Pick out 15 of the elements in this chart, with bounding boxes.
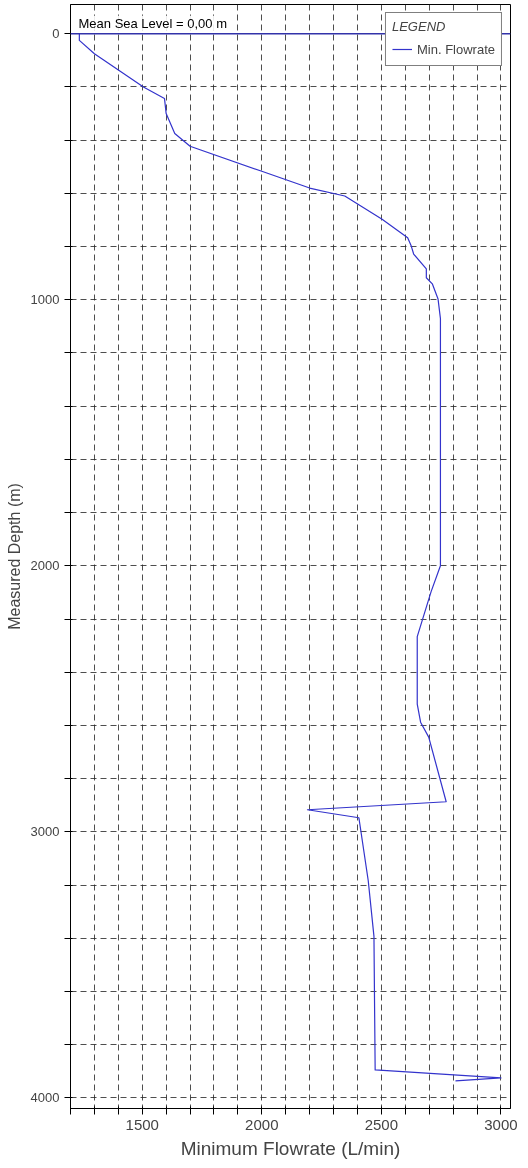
x-tick-label: 2500 (364, 1115, 399, 1133)
y-tick-label: 1000 (30, 292, 60, 308)
y-tick-label: 3000 (30, 824, 60, 840)
ref-line-label: Mean Sea Level = 0,00 m (78, 15, 228, 31)
legend-title: LEGEND (391, 19, 447, 34)
x-axis-title: Minimum Flowrate (L/min) (180, 1137, 401, 1159)
x-tick-label: 2000 (245, 1115, 279, 1133)
y-tick-label: 0 (52, 26, 60, 42)
x-tick-label: 1500 (125, 1115, 159, 1133)
y-tick-label: 2000 (30, 558, 60, 574)
x-tick-label: 3000 (484, 1115, 518, 1133)
line-series (78, 33, 502, 1082)
legend-label: Min. Flowrate (416, 41, 495, 57)
y-tick-label: 4000 (30, 1090, 60, 1106)
y-axis-title: Measured Depth (m) (5, 483, 23, 630)
